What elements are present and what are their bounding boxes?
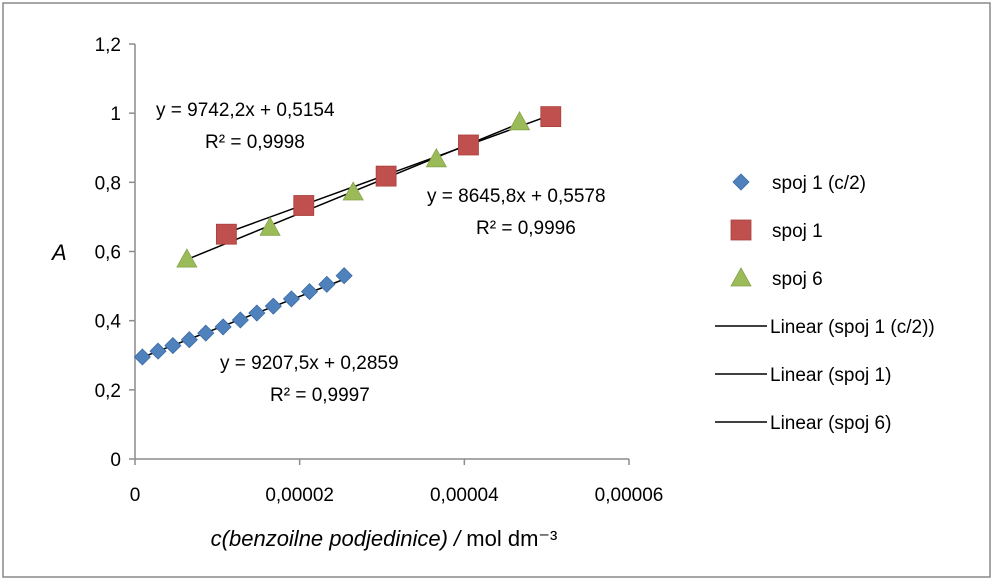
r2-label-spoj-1-c2: R² = 0,9997 <box>270 385 370 406</box>
data-point-spoj-1-c-2 <box>248 304 266 322</box>
data-point-spoj-1-c-2 <box>264 297 282 315</box>
legend-label-linear-spoj-1-c-2: Linear (spoj 1 (c/2)) <box>770 317 935 338</box>
x-tick-label: 0,00006 <box>595 485 664 506</box>
data-point-spoj-1-c-2 <box>214 318 232 336</box>
x-axis-title-unit: mol dm⁻³ <box>460 526 557 551</box>
data-point-spoj-6 <box>342 181 364 201</box>
legend-marker-spoj-1-c-2 <box>732 173 750 191</box>
data-point-spoj-1 <box>458 134 479 156</box>
legend-label-spoj-1: spoj 1 <box>772 221 823 242</box>
legend-marker-spoj-1 <box>730 219 752 241</box>
y-tick-label: 0 <box>110 450 121 471</box>
y-tick-label: 0,2 <box>95 381 121 402</box>
markers <box>133 106 562 366</box>
data-point-spoj-1 <box>375 165 397 187</box>
data-point-spoj-1 <box>540 106 562 128</box>
equation-label-spoj-1: y = 8645,8x + 0,5578 <box>427 186 606 207</box>
equation-label-spoj-6: y = 9742,2x + 0,5154 <box>156 100 335 121</box>
r2-label-spoj-6: R² = 0,9998 <box>205 132 305 153</box>
data-point-spoj-6 <box>259 216 281 236</box>
x-ticks: 0 0,00002 0,00004 0,00006 <box>130 459 664 506</box>
data-point-spoj-1-c-2 <box>197 324 215 342</box>
x-axis-title-variable: c(benzoilne podjedinice) / <box>211 526 462 551</box>
data-point-spoj-1-c-2 <box>164 337 182 355</box>
trendline-labels: y = 9742,2x + 0,5154 R² = 0,9998 y = 864… <box>156 100 606 406</box>
x-axis-title: c(benzoilne podjedinice) / mol dm⁻³ <box>211 526 558 551</box>
y-ticks: 0 0,2 0,4 0,6 0,8 1 1,2 <box>95 35 135 471</box>
data-point-spoj-6 <box>425 147 448 168</box>
data-point-spoj-1-c-2 <box>300 283 319 301</box>
data-point-spoj-1 <box>293 195 315 216</box>
legend-label-linear-spoj-6: Linear (spoj 6) <box>770 413 891 434</box>
legend-label-spoj-1-c-2: spoj 1 (c/2) <box>772 173 866 194</box>
y-tick-label: 0,8 <box>95 173 121 194</box>
data-point-spoj-1-c-2 <box>149 342 167 360</box>
y-tick-label: 1 <box>110 104 121 125</box>
data-point-spoj-1 <box>215 223 237 245</box>
data-point-spoj-6 <box>176 248 198 268</box>
y-tick-label: 0,4 <box>95 312 122 333</box>
data-point-spoj-1-c-2 <box>318 275 336 293</box>
legend-label-spoj-6: spoj 6 <box>772 269 823 290</box>
legend-marker-spoj-6 <box>730 267 752 287</box>
y-tick-label: 0,6 <box>95 243 121 264</box>
data-point-spoj-1-c-2 <box>231 311 249 329</box>
data-point-spoj-6 <box>508 110 531 131</box>
y-tick-label: 1,2 <box>95 35 121 56</box>
y-axis-title: A <box>50 240 67 265</box>
data-point-spoj-1-c-2 <box>282 290 300 308</box>
equation-label-spoj-1-c2: y = 9207,5x + 0,2859 <box>220 353 399 374</box>
data-point-spoj-1-c-2 <box>335 267 353 285</box>
x-tick-label: 0 <box>130 485 141 506</box>
x-tick-label: 0,00002 <box>265 485 334 506</box>
data-point-spoj-1-c-2 <box>180 331 198 349</box>
x-tick-label: 0,00004 <box>430 485 499 506</box>
data-point-spoj-1-c-2 <box>133 348 151 366</box>
legend-label-linear-spoj-1: Linear (spoj 1) <box>770 365 891 386</box>
legend: spoj 1 (c/2) spoj 1 spoj 6 Linear (spoj 1 (… <box>715 173 935 434</box>
r2-label-spoj-1: R² = 0,9996 <box>476 218 576 239</box>
